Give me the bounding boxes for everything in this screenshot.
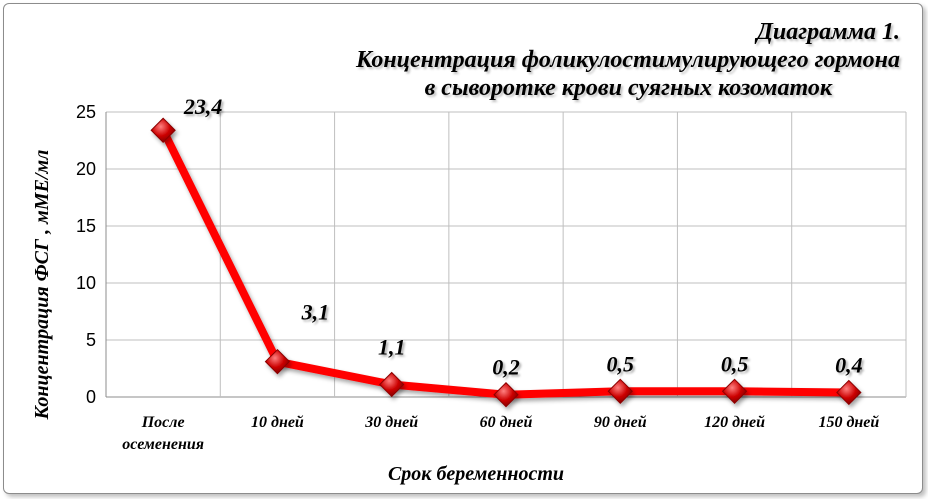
y-axis-title: Концентрация ФСГ , мМЕ/мл	[31, 150, 53, 421]
data-point-marker	[264, 348, 291, 375]
x-tick-label: 150 дней	[818, 414, 879, 431]
data-point-marker	[150, 117, 176, 143]
chart-frame	[3, 3, 923, 494]
y-tick-label: 5	[86, 330, 96, 350]
data-point-marker	[379, 371, 405, 398]
x-tick-label: После осеменения	[122, 414, 204, 453]
chart-title: Диаграмма 1. Концентрация фоликулостимул…	[200, 18, 900, 102]
x-tick-label: 10 дней	[251, 414, 304, 431]
data-point-marker	[836, 379, 862, 406]
x-axis-title: Срок беременности	[388, 463, 564, 485]
chart-title-line-1: Диаграмма 1.	[756, 19, 900, 45]
data-point-marker	[721, 378, 748, 405]
y-tick-label: 15	[76, 216, 96, 236]
chart-title-line-3: в сыворотке крови суягных козоматок	[424, 75, 832, 101]
data-label: 0,5	[607, 351, 635, 376]
data-point-marker	[493, 382, 519, 408]
y-tick-label: 0	[86, 387, 96, 407]
y-tick-label: 10	[76, 273, 96, 293]
x-tick-label: 120 дней	[704, 414, 765, 431]
y-tick-label: 25	[76, 102, 96, 122]
data-label: 23,4	[183, 94, 223, 119]
data-label: 0,4	[835, 352, 863, 377]
x-tick-label: 60 дней	[480, 414, 533, 431]
data-point-marker	[607, 378, 633, 405]
x-tick-label: 90 дней	[594, 414, 647, 431]
data-label: 3,1	[301, 300, 330, 325]
chart-title-line-2: Концентрация фоликулостимулирующего горм…	[355, 47, 900, 73]
data-label: 0,5	[721, 351, 749, 376]
data-label: 0,2	[492, 355, 520, 380]
data-label: 1,1	[378, 334, 406, 359]
x-tick-label: 30 дней	[364, 414, 418, 431]
y-tick-label: 20	[76, 159, 96, 179]
